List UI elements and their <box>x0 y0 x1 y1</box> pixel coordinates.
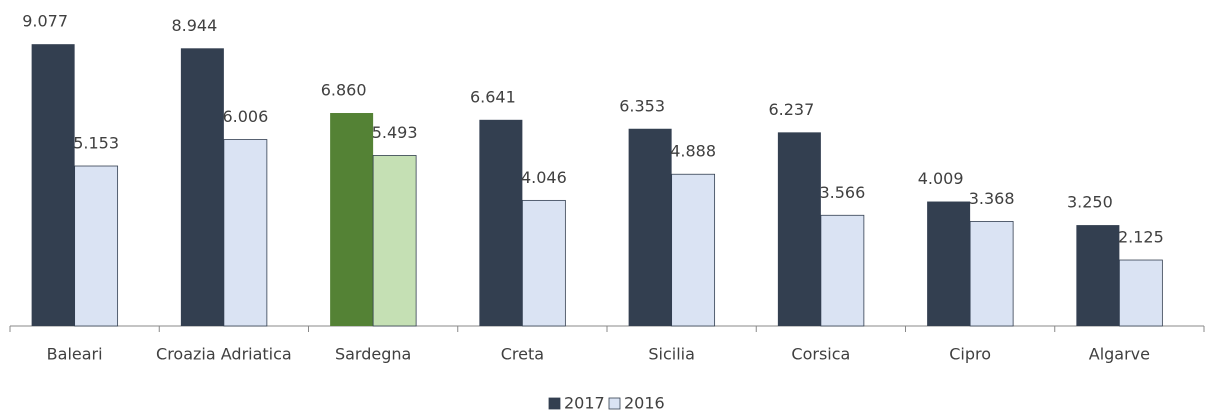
bar <box>671 173 716 327</box>
value-label: 4.888 <box>670 142 716 161</box>
x-tick-label: Baleari <box>47 345 103 364</box>
bar <box>372 155 417 327</box>
bar <box>1076 225 1120 326</box>
bar <box>969 221 1014 327</box>
x-tick-label: Sardegna <box>335 345 411 364</box>
value-label: 6.860 <box>321 81 367 100</box>
bar <box>777 132 821 326</box>
value-label: 5.153 <box>73 134 119 153</box>
bar <box>330 113 374 326</box>
x-tick-label: Corsica <box>791 345 850 364</box>
bar <box>521 199 566 327</box>
bar <box>180 48 224 327</box>
bar <box>74 165 119 327</box>
legend-label: 2017 <box>564 394 605 412</box>
value-label: 6.237 <box>768 100 814 119</box>
x-tick-label: Cipro <box>949 345 991 364</box>
bar <box>628 128 672 326</box>
value-label: 4.046 <box>521 168 567 187</box>
legend-swatch <box>548 397 561 410</box>
value-label: 6.006 <box>222 107 268 126</box>
bar <box>223 139 268 327</box>
x-tick-label: Sicilia <box>648 345 695 364</box>
value-label: 4.009 <box>918 169 964 188</box>
value-label: 8.944 <box>171 16 217 35</box>
bar <box>820 214 865 327</box>
x-tick-label: Croazia Adriatica <box>156 345 292 364</box>
value-label: 3.250 <box>1067 193 1113 212</box>
value-label: 6.641 <box>470 87 516 106</box>
value-label: 5.493 <box>372 123 418 142</box>
bar <box>31 44 75 327</box>
bar <box>927 201 971 326</box>
value-label: 3.368 <box>969 189 1015 208</box>
bar <box>1118 259 1163 327</box>
value-label: 6.353 <box>619 96 665 115</box>
legend-swatch <box>608 397 621 410</box>
x-tick-label: Creta <box>501 345 544 364</box>
legend-label: 2016 <box>624 394 665 412</box>
value-label: 2.125 <box>1118 228 1164 247</box>
value-label: 3.566 <box>819 183 865 202</box>
value-label: 9.077 <box>22 12 68 31</box>
bar <box>479 119 523 326</box>
x-tick-label: Algarve <box>1089 345 1150 364</box>
